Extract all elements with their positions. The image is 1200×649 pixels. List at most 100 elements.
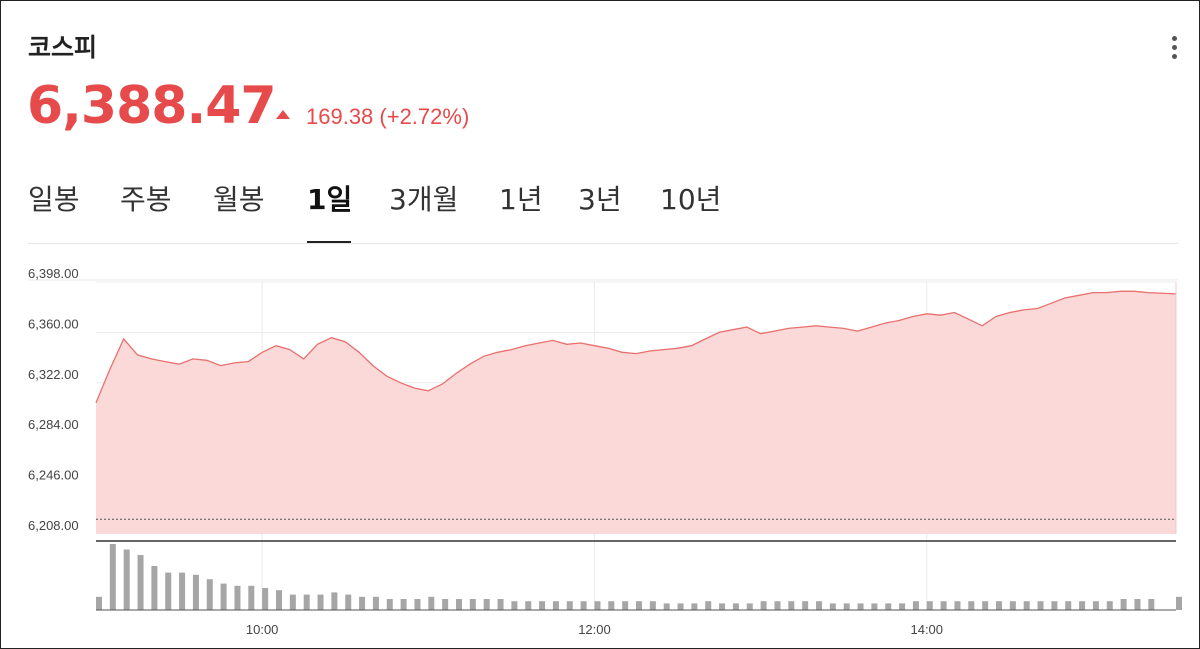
volume-bar: [677, 603, 684, 610]
y-tick-label: 6,398.00: [28, 266, 79, 281]
volume-bar: [109, 544, 116, 610]
volume-bar: [511, 601, 518, 610]
volume-bar: [1037, 601, 1044, 610]
volume-bar: [746, 603, 753, 610]
volume-bar: [871, 603, 878, 610]
volume-bar: [1106, 601, 1113, 610]
volume-bar: [317, 594, 324, 610]
volume-bar: [649, 601, 656, 610]
volume-bar: [234, 585, 241, 610]
volume-bar: [428, 596, 435, 610]
volume-bar: [1079, 601, 1086, 610]
volume-bar: [220, 583, 227, 610]
volume-bar: [137, 555, 144, 610]
tab-1year[interactable]: 1년: [499, 183, 543, 216]
volume-bar: [829, 603, 836, 610]
volume-bar: [248, 585, 255, 610]
y-tick-label: 6,322.00: [28, 367, 79, 382]
tab-1day[interactable]: 1일: [307, 183, 353, 216]
volume-bar: [276, 590, 282, 610]
volume-bar: [1134, 599, 1141, 610]
volume-bar: [885, 603, 892, 610]
tab-10year[interactable]: 10년: [660, 183, 722, 216]
y-tick-label: 6,246.00: [28, 468, 79, 483]
volume-bar: [566, 601, 573, 610]
volume-bar: [1023, 601, 1030, 610]
volume-bar: [400, 599, 407, 610]
y-tick-label: 6,360.00: [28, 316, 79, 331]
volume-bar: [788, 601, 795, 610]
volume-bar: [525, 601, 532, 610]
index-title: 코스피: [28, 33, 98, 62]
period-tabs: 일봉 주봉 월봉 1일 3개월 1년 3년 10년: [0, 170, 1178, 244]
volume-bar: [816, 601, 822, 610]
volume-bar: [705, 601, 712, 610]
volume-bar: [206, 579, 213, 610]
volume-bar: [691, 603, 698, 610]
x-tick-label: 10:00: [246, 622, 279, 637]
volume-bar: [1065, 601, 1072, 610]
x-tick-label: 14:00: [910, 622, 943, 637]
volume-bar: [165, 572, 172, 610]
tab-daily[interactable]: 일봉: [28, 183, 80, 216]
y-tick-label: 6,284.00: [28, 417, 79, 432]
volume-bar: [774, 601, 781, 610]
volume-bar: [96, 596, 102, 610]
volume-bar: [663, 603, 670, 610]
active-tab-indicator: [307, 241, 351, 244]
volume-bar: [151, 566, 158, 610]
volume-bar: [899, 603, 906, 610]
more-vertical-icon[interactable]: [1166, 36, 1182, 62]
tab-weekly[interactable]: 주봉: [120, 183, 172, 216]
volume-bar: [608, 601, 615, 610]
volume-bar: [636, 601, 642, 610]
volume-bar: [622, 601, 629, 610]
volume-bar: [719, 603, 726, 610]
volume-bar: [442, 599, 449, 610]
volume-bar: [580, 601, 587, 610]
current-price: 6,388.47: [27, 76, 277, 136]
volume-bar: [483, 599, 490, 610]
volume-bar: [497, 599, 504, 610]
volume-bar: [345, 594, 352, 610]
intraday-chart: 6,398.00 6,360.00 6,322.00 6,284.00 6,246.00…: [28, 266, 1182, 637]
volume-bar: [303, 594, 310, 610]
volume-bar: [1009, 601, 1016, 610]
volume-bar: [857, 603, 864, 610]
volume-bar: [1120, 599, 1127, 610]
volume-bar: [732, 603, 739, 610]
volume-bar: [594, 601, 601, 610]
volume-bar: [843, 603, 850, 610]
volume-bar: [262, 588, 269, 610]
volume-bar: [996, 601, 1002, 610]
tab-3year[interactable]: 3년: [578, 183, 622, 216]
volume-bar: [539, 601, 546, 610]
price-change: 169.38 (+2.72%): [306, 104, 470, 129]
tab-3month[interactable]: 3개월: [389, 183, 459, 216]
volume-bar: [386, 599, 393, 610]
tabs-divider: [28, 243, 1178, 244]
volume-bar: [359, 596, 366, 610]
volume-bar: [456, 599, 462, 610]
volume-bar: [760, 601, 767, 610]
volume-bar: [414, 599, 421, 610]
tab-monthly[interactable]: 월봉: [213, 183, 265, 216]
volume-bar: [912, 601, 919, 610]
volume-bar: [1176, 596, 1182, 610]
triangle-up-icon: [276, 110, 290, 119]
volume-bar: [123, 549, 130, 610]
volume-bar: [289, 594, 296, 610]
volume-bar: [1051, 601, 1058, 610]
volume-bar: [179, 572, 186, 610]
volume-bar: [802, 601, 809, 610]
volume-bar: [1092, 601, 1099, 610]
volume-bar: [968, 601, 975, 610]
volume-bar: [982, 601, 989, 610]
x-tick-label: 12:00: [578, 622, 611, 637]
volume-bar: [1148, 599, 1155, 610]
volume-bar: [552, 601, 559, 610]
volume-bar: [926, 601, 933, 610]
volume-bar: [940, 601, 947, 610]
volume-bar: [372, 596, 379, 610]
price-area-fill: [96, 291, 1176, 534]
